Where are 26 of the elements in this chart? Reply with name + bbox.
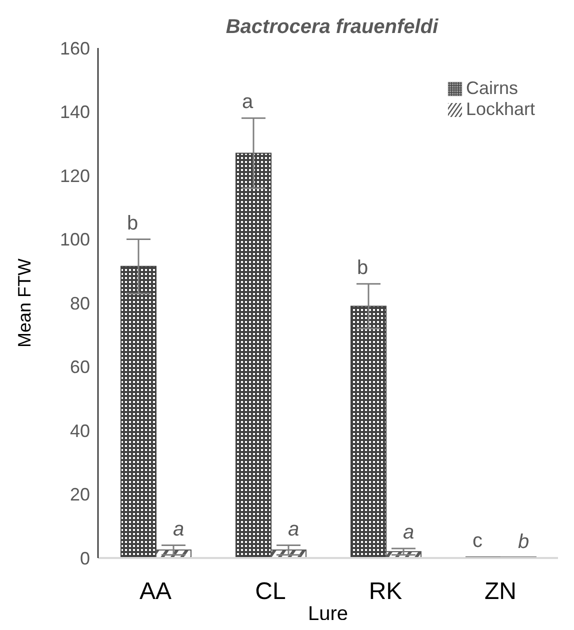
- y-tick-label: 60: [70, 357, 90, 378]
- data-label: a: [402, 521, 414, 544]
- x-tick-label: ZN: [484, 578, 516, 606]
- y-tick-label: 100: [60, 230, 90, 250]
- x-tick-label: AA: [139, 578, 172, 606]
- chart-title: Bactrocera frauenfeldi: [224, 16, 440, 39]
- y-tick-label: 120: [60, 166, 90, 186]
- y-tick-label: 80: [70, 293, 90, 314]
- y-axis-title: Mean FTW: [14, 258, 34, 348]
- data-label: b: [518, 531, 530, 553]
- x-tick-label: RK: [368, 578, 402, 606]
- legend-label: Lockhart: [466, 99, 536, 119]
- y-tick-label: 140: [60, 102, 90, 122]
- data-label: c: [472, 530, 482, 552]
- data-label: a: [172, 518, 184, 540]
- data-label: b: [356, 256, 368, 279]
- y-tick-label: 160: [60, 38, 90, 58]
- x-axis-title: Lure: [308, 603, 348, 625]
- data-label: a: [242, 91, 254, 114]
- data-label: b: [126, 212, 138, 234]
- y-tick-label: 0: [80, 548, 90, 568]
- legend-label: Cairns: [466, 78, 518, 98]
- data-label: a: [288, 518, 300, 540]
- y-tick-label: 40: [70, 420, 90, 441]
- y-tick-label: 20: [70, 484, 90, 505]
- x-tick-label: CL: [255, 578, 286, 606]
